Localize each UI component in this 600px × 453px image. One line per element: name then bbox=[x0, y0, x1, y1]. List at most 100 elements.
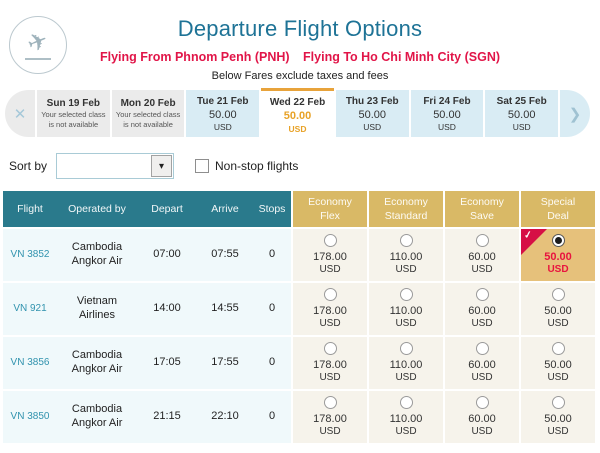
column-header: Depart bbox=[151, 202, 183, 215]
fare-radio[interactable] bbox=[399, 287, 413, 301]
nonstop-label: Non-stop flights bbox=[215, 159, 299, 173]
date-tab-label: Thu 23 Feb bbox=[345, 95, 399, 107]
date-strip-days: Sun 19 Feb Your selected class is not av… bbox=[37, 88, 559, 139]
chevron-right-icon: ❯ bbox=[568, 105, 582, 123]
date-tab[interactable]: Wed 22 Feb 50.00 USD bbox=[261, 88, 334, 139]
fare-option[interactable]: ✓ 50.00 USD bbox=[521, 229, 595, 281]
fare-radio[interactable] bbox=[475, 395, 489, 409]
flight-info: VN 921 Vietnam Airlines 14:00 14:55 0 bbox=[3, 283, 291, 335]
date-tab-price: 50.00 bbox=[209, 108, 237, 121]
date-tab[interactable]: Mon 20 Feb Your selected class is not av… bbox=[111, 90, 185, 137]
fare-price: 178.00 bbox=[313, 412, 347, 425]
table-row: VN 3852 Cambodia Angkor Air 07:00 07:55 … bbox=[3, 229, 595, 281]
fare-currency: USD bbox=[547, 372, 569, 384]
fare-option[interactable]: 110.00 USD bbox=[369, 337, 443, 389]
date-tab-label: Wed 22 Feb bbox=[269, 97, 326, 109]
flight-number-link[interactable]: VN 3850 bbox=[10, 410, 50, 422]
fare-option[interactable]: 60.00 USD bbox=[445, 337, 519, 389]
fare-radio[interactable] bbox=[399, 233, 413, 247]
date-tab-label: Mon 20 Feb bbox=[120, 98, 176, 110]
fare-radio[interactable] bbox=[323, 233, 337, 247]
next-dates-button[interactable]: ❯ bbox=[560, 90, 590, 137]
flight-info: VN 3852 Cambodia Angkor Air 07:00 07:55 … bbox=[3, 229, 291, 281]
column-header: Operated by bbox=[68, 202, 126, 215]
date-tab-price: 50.00 bbox=[358, 108, 386, 121]
fare-price: 50.00 bbox=[544, 412, 572, 425]
fare-option[interactable]: 50.00 USD bbox=[521, 283, 595, 335]
fare-radio[interactable] bbox=[551, 287, 565, 301]
nonstop-checkbox[interactable] bbox=[195, 159, 210, 173]
date-tab[interactable]: Fri 24 Feb 50.00 USD bbox=[410, 90, 484, 137]
chevron-down-icon: ▾ bbox=[151, 155, 173, 177]
fare-option[interactable]: 60.00 USD bbox=[445, 283, 519, 335]
plane-glyph: ✈ bbox=[23, 25, 53, 59]
fare-option[interactable]: 50.00 USD bbox=[521, 337, 595, 389]
date-tab[interactable]: Sat 25 Feb 50.00 USD bbox=[485, 90, 559, 137]
nonstop-filter[interactable]: Non-stop flights bbox=[195, 159, 298, 173]
column-header: Stops bbox=[258, 202, 286, 215]
check-icon: ✓ bbox=[523, 229, 534, 242]
flight-number-cell: VN 921 bbox=[3, 283, 57, 335]
fare-radio[interactable] bbox=[551, 395, 565, 409]
date-tab-label: Tue 21 Feb bbox=[197, 95, 249, 107]
fare-option[interactable]: 60.00 USD bbox=[445, 229, 519, 281]
prev-dates-button[interactable]: ✕ bbox=[5, 90, 35, 137]
page-title: Departure Flight Options bbox=[177, 16, 423, 41]
depart-cell: 07:00 bbox=[153, 248, 181, 261]
fare-radio[interactable] bbox=[323, 395, 337, 409]
fare-cells: 178.00 USD 110.00 USD 60.00 USD 50.00 US… bbox=[293, 283, 595, 335]
fare-radio[interactable] bbox=[399, 341, 413, 355]
date-tab-label: Fri 24 Feb bbox=[423, 95, 471, 107]
table-header-fares: Economy Flex Economy Standard Economy Save… bbox=[293, 191, 595, 227]
fare-radio[interactable] bbox=[551, 233, 565, 247]
fare-currency: USD bbox=[395, 426, 417, 438]
fare-cells: 178.00 USD 110.00 USD 60.00 USD ✓ 50.00 … bbox=[293, 229, 595, 281]
date-tab-label: Sun 19 Feb bbox=[46, 98, 101, 110]
date-strip: ✕ Sun 19 Feb Your selected class is not … bbox=[5, 88, 590, 139]
fare-option[interactable]: 178.00 USD bbox=[293, 391, 367, 443]
fare-cells: 178.00 USD 110.00 USD 60.00 USD 50.00 US… bbox=[293, 391, 595, 443]
stops-cell: 0 bbox=[268, 356, 276, 369]
date-tab-currency: USD bbox=[288, 123, 307, 134]
fare-radio[interactable] bbox=[551, 341, 565, 355]
flight-number-link[interactable]: VN 3852 bbox=[10, 248, 50, 260]
fare-price: 178.00 bbox=[313, 358, 347, 371]
date-tab-currency: USD bbox=[512, 122, 531, 132]
fare-radio[interactable] bbox=[475, 341, 489, 355]
date-tab[interactable]: Tue 21 Feb 50.00 USD bbox=[186, 90, 260, 137]
plane-underline bbox=[25, 57, 51, 60]
date-tab[interactable]: Sun 19 Feb Your selected class is not av… bbox=[37, 90, 110, 137]
depart-cell: 14:00 bbox=[153, 302, 181, 315]
flight-table: Flight Operated by Depart Arrive Stops Econo… bbox=[3, 191, 595, 443]
selected-ribbon bbox=[521, 229, 547, 255]
fare-option[interactable]: 110.00 USD bbox=[369, 229, 443, 281]
fare-radio[interactable] bbox=[323, 287, 337, 301]
fare-option[interactable]: 178.00 USD bbox=[293, 229, 367, 281]
controls-bar: Sort by ▾ Non-stop flights bbox=[9, 152, 600, 180]
fare-price: 110.00 bbox=[389, 412, 423, 425]
fare-option[interactable]: 110.00 USD bbox=[369, 283, 443, 335]
operated-by-cell: Cambodia Angkor Air bbox=[71, 241, 123, 267]
fare-currency: USD bbox=[471, 426, 493, 438]
fare-price: 110.00 bbox=[389, 250, 423, 263]
fare-radio[interactable] bbox=[475, 233, 489, 247]
fare-option[interactable]: 178.00 USD bbox=[293, 337, 367, 389]
flight-number-link[interactable]: VN 921 bbox=[13, 302, 47, 314]
fare-option[interactable]: 178.00 USD bbox=[293, 283, 367, 335]
date-tab[interactable]: Thu 23 Feb 50.00 USD bbox=[335, 90, 409, 137]
fare-radio[interactable] bbox=[399, 395, 413, 409]
fare-option[interactable]: 60.00 USD bbox=[445, 391, 519, 443]
fare-currency: USD bbox=[319, 426, 341, 438]
fare-option[interactable]: 50.00 USD bbox=[521, 391, 595, 443]
sort-select[interactable]: ▾ bbox=[56, 153, 175, 179]
fare-option[interactable]: 110.00 USD bbox=[369, 391, 443, 443]
fare-radio[interactable] bbox=[323, 341, 337, 355]
date-tab-note: Your selected class is not available bbox=[115, 110, 181, 129]
flight-number-link[interactable]: VN 3856 bbox=[10, 356, 50, 368]
fare-price: 60.00 bbox=[468, 304, 496, 317]
table-header-left: Flight Operated by Depart Arrive Stops bbox=[3, 191, 291, 227]
fare-radio[interactable] bbox=[475, 287, 489, 301]
fare-currency: USD bbox=[395, 372, 417, 384]
date-tab-price: 50.00 bbox=[433, 108, 461, 121]
page-header: ✈ Departure Flight Options Flying From P… bbox=[0, 0, 600, 82]
